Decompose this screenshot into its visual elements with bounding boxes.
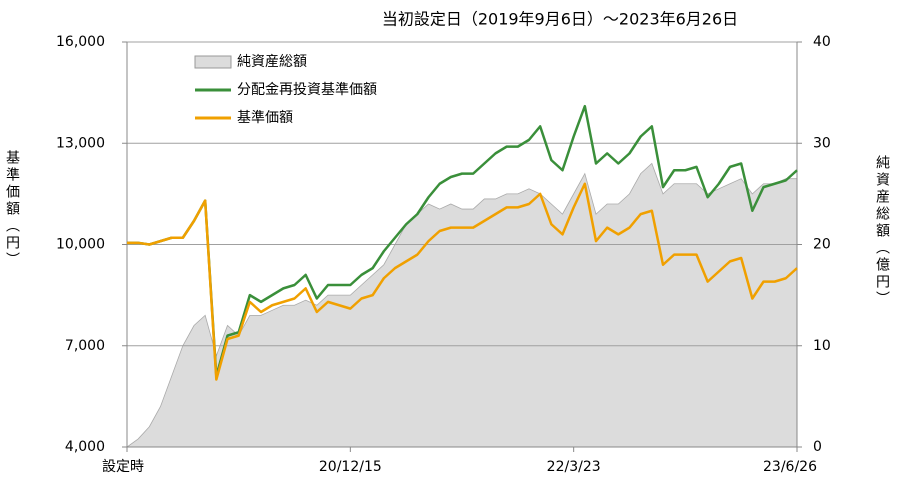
y-tick-label: 16,000 — [56, 34, 105, 50]
y2-axis-label: 純資産総額（億円） — [874, 155, 890, 308]
y2-tick-label: 20 — [813, 237, 831, 253]
legend-label: 基準価額 — [237, 109, 293, 126]
y2-tick-label: 0 — [813, 439, 822, 455]
y-tick-label: 4,000 — [65, 439, 105, 455]
legend-label: 分配金再投資基準価額 — [237, 81, 377, 98]
y-tick-label: 7,000 — [65, 338, 105, 354]
y-tick-label: 13,000 — [56, 135, 105, 151]
x-tick-label: 22/3/23 — [547, 459, 601, 475]
legend-swatch — [194, 55, 232, 69]
y-axis-label: 基準価額（円） — [4, 149, 20, 269]
legend-label: 純資産総額 — [237, 54, 307, 70]
chart-title: 当初設定日（2019年9月6日）～2023年6月26日 — [382, 10, 738, 29]
y2-tick-label: 40 — [813, 34, 831, 50]
x-tick-label: 23/6/26 — [763, 459, 817, 475]
x-tick-label: 設定時 — [102, 459, 144, 475]
x-tick-label: 20/12/15 — [319, 459, 382, 475]
line — [127, 182, 798, 381]
y-tick-label: 10,000 — [56, 237, 105, 253]
y2-tick-label: 30 — [813, 135, 831, 151]
y2-tick-label: 10 — [813, 338, 831, 354]
area — [125, 162, 798, 448]
